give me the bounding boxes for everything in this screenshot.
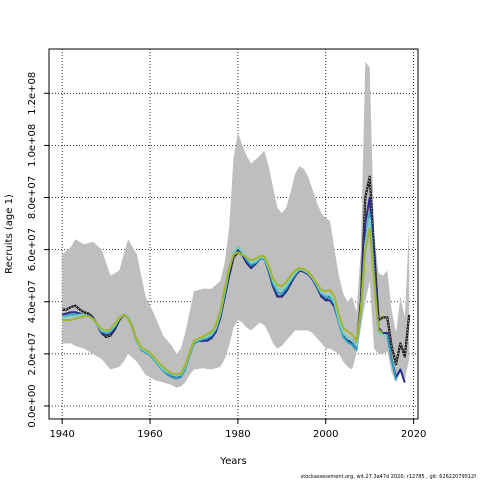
y-axis: 0.0e+00 2.0e+07 4.0e+07 6.0e+07 8.0e+07 1.0e+… bbox=[27, 72, 49, 428]
y-tick-label: 2.0e+07 bbox=[27, 332, 38, 375]
series-line-4 bbox=[62, 227, 384, 376]
x-tick-label: 1960 bbox=[137, 429, 162, 440]
y-tick-label: 0.0e+00 bbox=[27, 384, 38, 427]
footer-credit: stockassessment.org, wit.27.3a47d 2020, … bbox=[301, 474, 477, 480]
x-tick-label: 1940 bbox=[49, 429, 74, 440]
y-tick-label: 6.0e+07 bbox=[27, 228, 38, 271]
x-axis: 1940 1960 1980 2000 2020 bbox=[49, 419, 426, 440]
x-tick-label: 2000 bbox=[313, 429, 338, 440]
y-tick-label: 8.0e+07 bbox=[27, 176, 38, 219]
x-tick-label: 1980 bbox=[225, 429, 250, 440]
series-layer bbox=[61, 175, 411, 383]
y-tick-label: 1.0e+08 bbox=[27, 124, 38, 167]
x-tick-label: 2020 bbox=[401, 429, 426, 440]
confidence-band bbox=[62, 62, 410, 388]
confidence-band-layer bbox=[62, 62, 410, 388]
y-axis-title: Recruits (age 1) bbox=[4, 194, 15, 274]
x-axis-title: Years bbox=[219, 456, 246, 467]
y-tick-label: 4.0e+07 bbox=[27, 280, 38, 323]
y-tick-label: 1.2e+08 bbox=[27, 72, 38, 115]
plot-frame bbox=[48, 48, 419, 420]
